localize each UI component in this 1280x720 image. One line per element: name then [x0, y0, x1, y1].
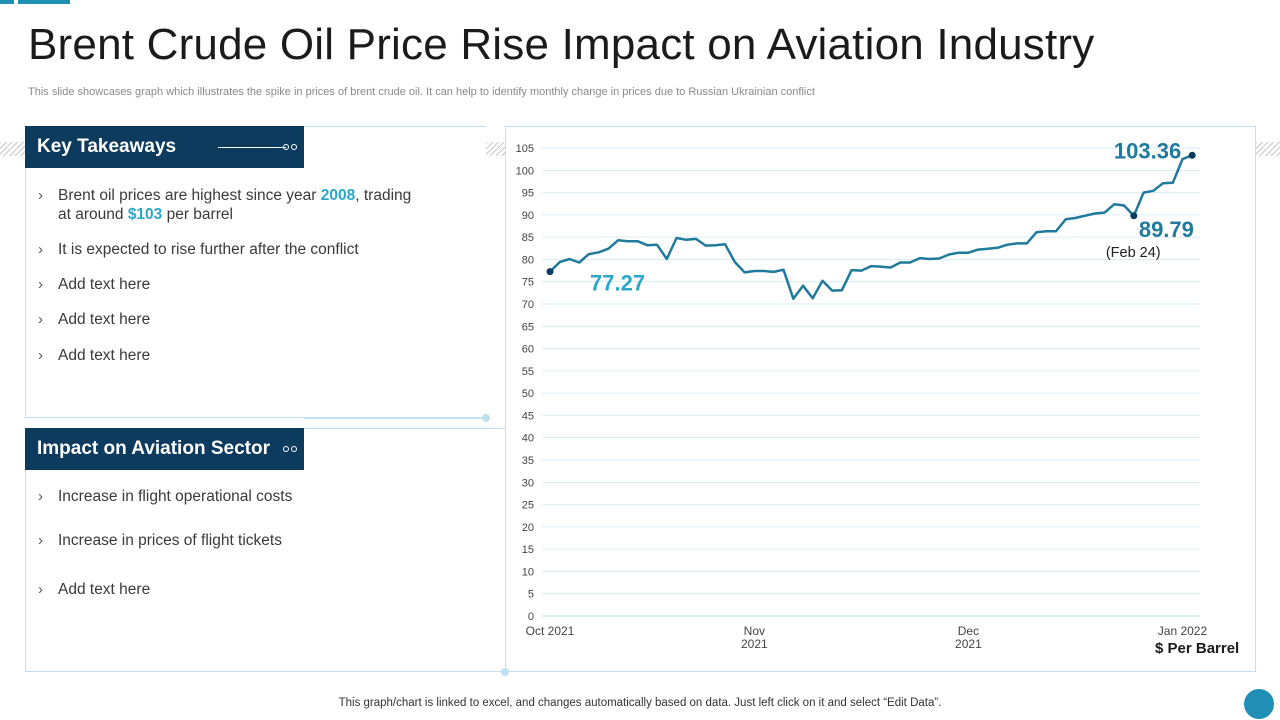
unit-label: $ Per Barrel	[1155, 640, 1240, 657]
x-tick-label: Oct 2021	[526, 624, 575, 638]
y-tick-label: 80	[522, 254, 534, 266]
top-accent-bar	[18, 0, 70, 4]
list-item: Add text here	[38, 275, 411, 294]
key-takeaways-panel	[25, 126, 486, 418]
chart-frame	[505, 126, 1256, 672]
page-title: Brent Crude Oil Price Rise Impact on Avi…	[28, 20, 1095, 69]
price-series-line	[549, 154, 1193, 300]
list-item: Add text here	[38, 346, 411, 365]
data-label-feb24: 89.79	[1139, 217, 1194, 242]
list-item: Increase in prices of flight tickets	[38, 531, 292, 550]
heading-decor-line	[218, 147, 286, 148]
key-takeaways-list: Brent oil prices are highest since year …	[38, 186, 411, 365]
highlight-price: $103	[127, 206, 163, 223]
data-point-marker	[546, 268, 554, 276]
key-takeaways-heading-text: Key Takeaways	[37, 136, 177, 157]
x-tick-label: 2021	[955, 637, 982, 651]
list-item: Increase in flight operational costs	[38, 487, 292, 506]
y-tick-label: 60	[522, 344, 534, 356]
aviation-impact-heading-text: Impact on Aviation Sector	[37, 438, 270, 459]
x-tick-label: Nov	[744, 624, 765, 638]
list-item: Add text here	[38, 580, 292, 599]
hatch-divider	[1256, 142, 1280, 156]
x-tick-label: 2021	[741, 637, 768, 651]
x-tick-label: Dec	[958, 624, 979, 638]
y-tick-label: 30	[522, 477, 534, 489]
connector-dot	[501, 668, 509, 676]
aviation-impact-heading: Impact on Aviation Sector	[25, 428, 304, 470]
y-tick-label: 55	[522, 366, 534, 378]
takeaway-text: , trading	[355, 187, 412, 204]
heading-decor-dots	[283, 144, 297, 150]
list-item: It is expected to rise further after the…	[38, 240, 411, 259]
y-tick-label: 65	[522, 321, 534, 333]
key-takeaways-heading: Key Takeaways	[25, 126, 304, 168]
y-tick-label: 35	[522, 455, 534, 467]
y-tick-label: 95	[522, 188, 534, 200]
y-tick-label: 40	[522, 433, 534, 445]
footer-note: This graph/chart is linked to excel, and…	[338, 697, 942, 709]
heading-decor-dots	[283, 446, 297, 452]
y-tick-label: 50	[522, 388, 534, 400]
data-label-peak: 103.36	[1114, 138, 1181, 163]
data-point-marker	[1130, 212, 1138, 220]
y-tick-label: 45	[522, 410, 534, 422]
y-tick-label: 100	[516, 165, 534, 177]
highlight-year: 2008	[320, 187, 356, 204]
top-accent-bar	[0, 0, 14, 4]
y-tick-label: 105	[516, 143, 534, 155]
y-tick-label: 0	[528, 611, 534, 623]
takeaway-text: at around	[58, 206, 128, 223]
y-tick-label: 10	[522, 566, 534, 578]
panel-connector-line	[304, 418, 486, 419]
y-tick-label: 85	[522, 232, 534, 244]
y-tick-label: 25	[522, 500, 534, 512]
y-tick-label: 15	[522, 544, 534, 556]
aviation-impact-list: Increase in flight operational costs Inc…	[38, 487, 292, 599]
y-tick-label: 20	[522, 522, 534, 534]
y-tick-label: 70	[522, 299, 534, 311]
y-tick-label: 90	[522, 210, 534, 222]
x-tick-label: Jan 2022	[1158, 624, 1208, 638]
list-item: Brent oil prices are highest since year …	[38, 186, 411, 224]
data-label-feb24-date: (Feb 24)	[1106, 245, 1161, 261]
connector-dot	[482, 414, 490, 422]
corner-decor-circle	[1244, 689, 1274, 719]
takeaway-text: per barrel	[162, 206, 233, 223]
list-item: Add text here	[38, 310, 411, 329]
y-tick-label: 5	[528, 589, 534, 601]
y-tick-label: 75	[522, 277, 534, 289]
data-label-start: 77.27	[590, 271, 645, 296]
takeaway-text: Brent oil prices are highest since year	[58, 187, 321, 204]
page-subtitle: This slide showcases graph which illustr…	[28, 86, 815, 98]
data-point-marker	[1188, 151, 1196, 159]
